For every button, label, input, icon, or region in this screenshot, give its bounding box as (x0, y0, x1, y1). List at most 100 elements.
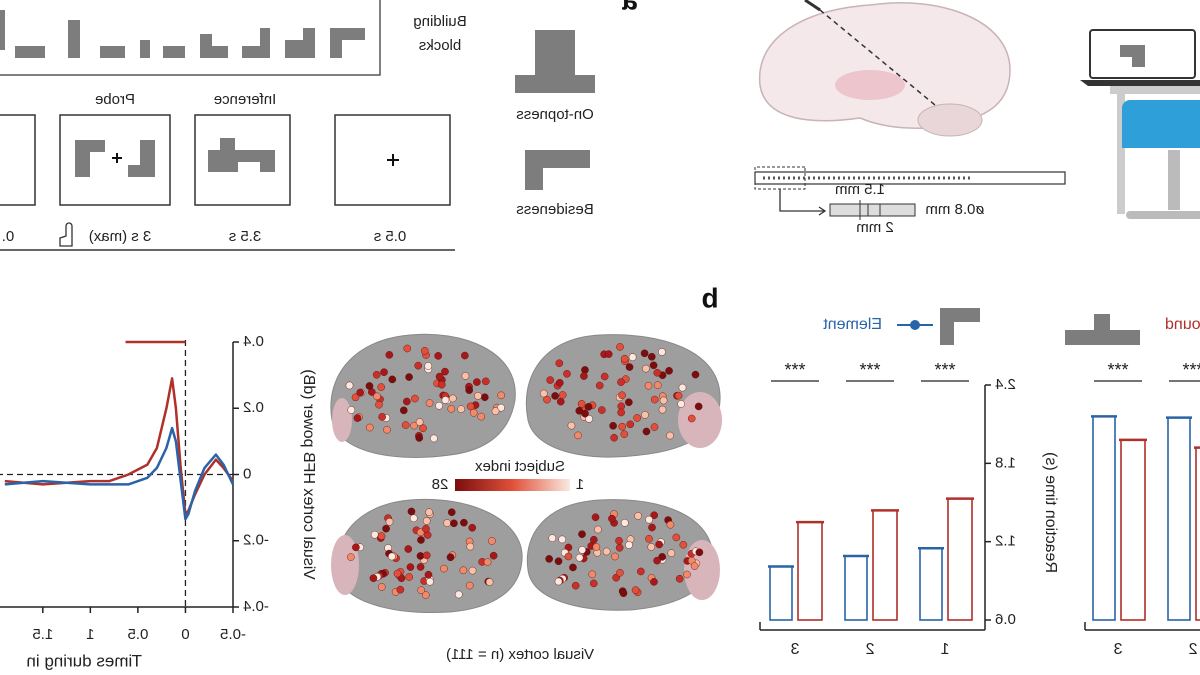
electrode-dot (446, 553, 455, 562)
electrode-dot (365, 382, 374, 390)
electrode-dot (633, 414, 641, 422)
chair-stand (1168, 150, 1180, 210)
electrode-dot (615, 536, 623, 545)
x-tick-label: 1 (86, 626, 94, 643)
electrode-dot (577, 400, 586, 408)
electrode-dot (575, 553, 584, 562)
electrode-dot (351, 393, 360, 402)
electrode-dot (620, 519, 629, 527)
element-icon (940, 308, 980, 345)
electrode-dot (477, 412, 486, 421)
electrode-dot (403, 397, 411, 406)
electrode-dot (634, 512, 642, 520)
electrode-dot (405, 573, 413, 581)
relation-label: Besideness (516, 201, 594, 218)
electrode-dot (426, 577, 434, 586)
fixation-cross (387, 154, 399, 166)
visual-cortex-region (331, 535, 359, 595)
electrode-dot (347, 553, 355, 561)
electrode-dot (435, 401, 443, 410)
electrode-dot (620, 430, 629, 438)
electrode-dot (618, 422, 627, 431)
electrode-dot (637, 567, 645, 576)
electrode-dot (625, 363, 634, 371)
electrode-dot (653, 556, 661, 565)
electrode-dot (628, 353, 637, 361)
bar (769, 565, 793, 621)
y-axis-label: Reaction time (s) (1042, 452, 1059, 573)
electrode-dot (378, 413, 386, 421)
electrode-dot (618, 391, 626, 400)
electrode-dot (419, 424, 427, 433)
electrode-dot (385, 518, 394, 526)
electrode-dot (679, 540, 688, 549)
electrode-dot (578, 546, 587, 554)
electrode-dot (380, 368, 388, 376)
electrode-dot (602, 547, 611, 556)
visual-cortex-region (678, 392, 722, 448)
electrode-dot (383, 425, 391, 434)
y-tick-label: 1.8 (995, 454, 1016, 471)
electrode-dot (345, 381, 354, 390)
bar (872, 509, 898, 621)
electrode-dot (648, 523, 656, 532)
electrode-dot (468, 523, 477, 532)
electrode-dot (584, 403, 593, 411)
bar (797, 521, 823, 621)
electrode-dot (649, 361, 658, 370)
y-tick-label: 0.4 (243, 333, 264, 350)
electrode-dot (421, 591, 430, 599)
significance-label: *** (784, 360, 805, 380)
y-tick-label: 1.2 (995, 533, 1016, 550)
electrode-dot (548, 534, 557, 542)
electrode-dot (372, 370, 381, 379)
x-tick-label: 1 (940, 641, 949, 658)
x-tick-label: -0.5 (220, 626, 246, 643)
electrode-dot (545, 555, 553, 563)
electrode-dot (694, 402, 703, 411)
duration-label: 3.5 s (229, 228, 262, 245)
electrode-dot (377, 383, 385, 391)
electrode-dot (564, 552, 573, 561)
electrode-label: 2 mm (856, 219, 894, 236)
electrode-dot (465, 386, 474, 394)
electrode-dot (666, 431, 674, 440)
duration-label: 0.5 s (374, 228, 407, 245)
electrode-dot (650, 511, 658, 520)
electrode-dot (482, 377, 490, 386)
y-axis-label: Visual cortex HFB power (dB) (300, 369, 317, 579)
y-tick-label: 2.4 (995, 376, 1016, 393)
electrode-dot (454, 590, 463, 599)
electrode-dot (574, 431, 582, 440)
electrode-dot (460, 518, 468, 527)
electrode-dot (592, 543, 601, 551)
electrode-dot (555, 379, 564, 387)
electrode-dot (424, 570, 433, 579)
electrode-dot (554, 577, 563, 586)
electrode-dot (631, 586, 640, 594)
legend-marker (910, 320, 920, 330)
electrode-dot (564, 543, 573, 552)
bar (1092, 415, 1116, 621)
besideness-shape (525, 150, 590, 190)
x-tick-label: 0.5 (127, 626, 148, 643)
electrode-dot (375, 400, 383, 409)
electrode-dot (447, 508, 456, 517)
electrode-dot (447, 404, 456, 413)
electrode-dot (571, 581, 580, 590)
electrode-dot (588, 570, 597, 579)
electrode-dot (422, 517, 431, 525)
electrode-dot (416, 563, 425, 571)
electrode-dot (369, 574, 378, 582)
electrode-dot (667, 549, 676, 557)
electrode-dot (610, 433, 618, 442)
electrode-dot (377, 532, 386, 540)
electrode-dot (347, 406, 356, 414)
y-tick-label: -0.4 (243, 598, 269, 615)
electrode-dot (417, 536, 425, 544)
y-tick-label: -0.2 (243, 532, 269, 549)
electrode-dot (600, 372, 609, 381)
desk-leg (1117, 94, 1125, 214)
